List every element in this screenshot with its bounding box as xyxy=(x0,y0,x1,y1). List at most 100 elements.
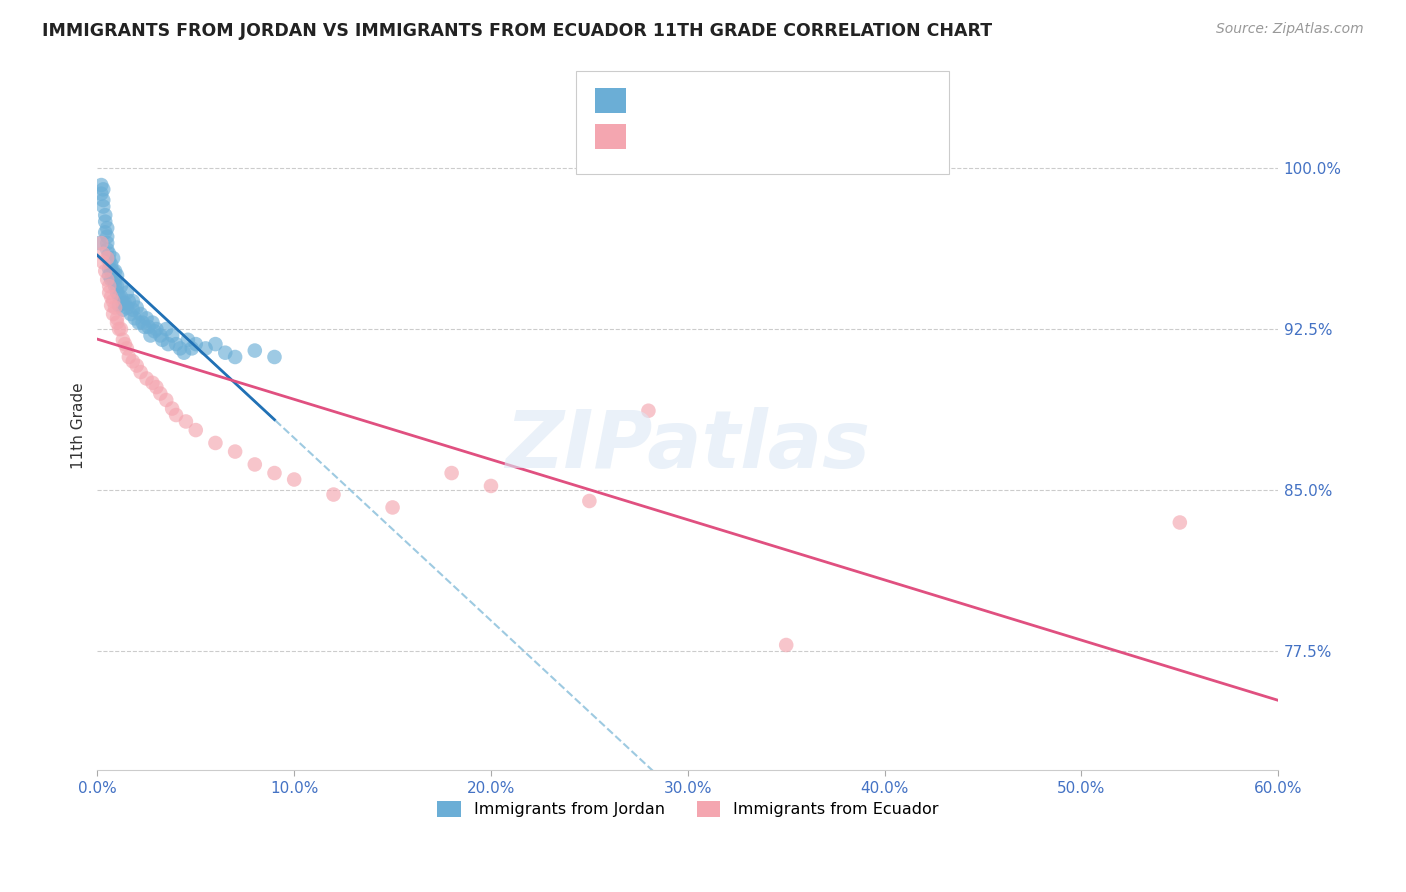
Point xyxy=(100,272,122,286)
Point xyxy=(204,337,226,351)
Point xyxy=(121,354,143,368)
Point xyxy=(111,296,134,310)
Text: IMMIGRANTS FROM JORDAN VS IMMIGRANTS FROM ECUADOR 11TH GRADE CORRELATION CHART: IMMIGRANTS FROM JORDAN VS IMMIGRANTS FRO… xyxy=(42,22,993,40)
Point xyxy=(165,408,187,422)
Point xyxy=(138,319,160,334)
Point xyxy=(105,311,128,326)
Point xyxy=(637,403,659,417)
Text: Source: ZipAtlas.com: Source: ZipAtlas.com xyxy=(1216,22,1364,37)
Point xyxy=(118,294,141,309)
Text: 46: 46 xyxy=(803,128,825,145)
Point xyxy=(98,261,121,276)
Point xyxy=(98,279,121,293)
Point xyxy=(204,436,226,450)
Point xyxy=(145,322,167,336)
Point xyxy=(96,229,118,244)
Point xyxy=(105,316,128,330)
Point xyxy=(94,208,117,222)
Legend: Immigrants from Jordan, Immigrants from Ecuador: Immigrants from Jordan, Immigrants from … xyxy=(430,794,945,823)
Point xyxy=(105,285,128,300)
Point xyxy=(100,290,122,304)
Point xyxy=(101,272,124,286)
Point xyxy=(89,236,111,251)
Point xyxy=(155,322,177,336)
Text: N =: N = xyxy=(738,92,786,110)
Point xyxy=(94,264,117,278)
Point xyxy=(479,479,502,493)
Point xyxy=(100,298,122,312)
Point xyxy=(134,319,156,334)
Point xyxy=(150,333,173,347)
Point xyxy=(283,473,305,487)
Point xyxy=(96,221,118,235)
Point xyxy=(135,371,157,385)
Point xyxy=(184,337,207,351)
Point xyxy=(96,243,118,257)
Point xyxy=(174,415,197,429)
Point xyxy=(214,345,236,359)
Point xyxy=(149,386,172,401)
Y-axis label: 11th Grade: 11th Grade xyxy=(72,383,86,469)
Point xyxy=(100,264,122,278)
Point xyxy=(104,272,127,286)
Text: ZIPatlas: ZIPatlas xyxy=(505,408,870,485)
Point xyxy=(98,268,121,283)
Point xyxy=(135,311,157,326)
Point xyxy=(108,322,131,336)
Point xyxy=(180,342,202,356)
Point xyxy=(263,466,285,480)
Point xyxy=(263,350,285,364)
Point xyxy=(224,444,246,458)
Point xyxy=(224,350,246,364)
Point xyxy=(118,350,141,364)
Point xyxy=(110,279,132,293)
Point xyxy=(111,302,134,317)
Text: 0.109: 0.109 xyxy=(676,92,734,110)
Point xyxy=(578,494,600,508)
Point xyxy=(105,268,128,283)
Point xyxy=(155,392,177,407)
Point xyxy=(98,247,121,261)
Point xyxy=(101,251,124,265)
Point xyxy=(105,279,128,293)
Point xyxy=(131,316,153,330)
Text: N =: N = xyxy=(752,128,800,145)
Point xyxy=(100,258,122,272)
Point xyxy=(101,264,124,278)
Point xyxy=(165,337,187,351)
Point xyxy=(90,236,112,251)
Point xyxy=(108,290,131,304)
Point xyxy=(149,328,172,343)
Point xyxy=(94,214,117,228)
Point xyxy=(115,285,138,300)
Point xyxy=(104,279,127,293)
Point xyxy=(243,343,266,358)
Point xyxy=(101,307,124,321)
Point xyxy=(1168,516,1191,530)
Point xyxy=(91,247,114,261)
Text: -0.199: -0.199 xyxy=(676,128,735,145)
Point xyxy=(96,251,118,265)
Point xyxy=(110,322,132,336)
Text: R =: R = xyxy=(637,128,673,145)
Point xyxy=(141,316,163,330)
Point xyxy=(104,264,127,278)
Point xyxy=(121,302,143,317)
Point xyxy=(157,337,180,351)
Text: 71: 71 xyxy=(789,92,811,110)
Point xyxy=(96,236,118,251)
Point xyxy=(184,423,207,437)
Point xyxy=(160,401,183,416)
Point xyxy=(91,200,114,214)
Point xyxy=(381,500,404,515)
Point xyxy=(128,316,150,330)
Point xyxy=(120,307,142,321)
Point xyxy=(110,290,132,304)
Point xyxy=(440,466,463,480)
Point xyxy=(169,342,191,356)
Point xyxy=(775,638,797,652)
Point xyxy=(243,458,266,472)
Point xyxy=(143,324,166,338)
Point xyxy=(129,365,152,379)
Point xyxy=(160,328,183,343)
